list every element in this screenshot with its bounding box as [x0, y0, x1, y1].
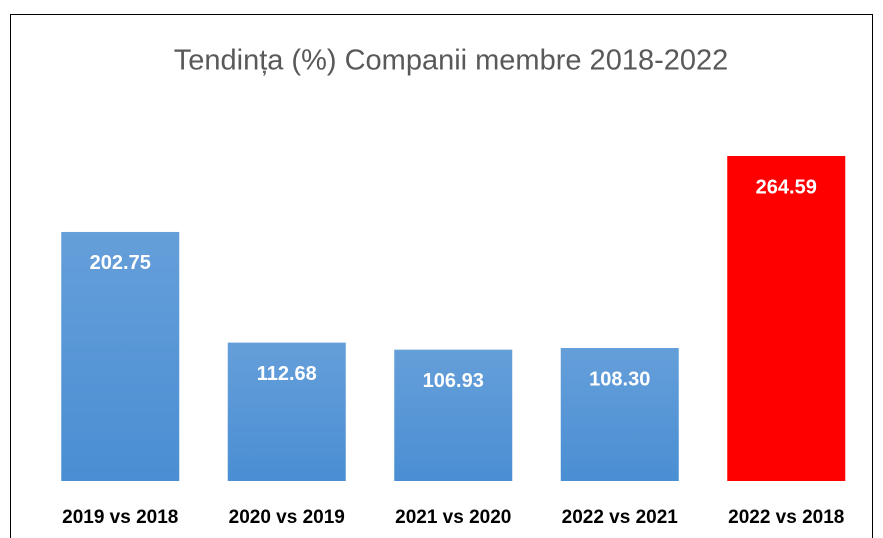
value-label: 112.68 [257, 363, 317, 385]
bar [394, 349, 513, 481]
x-tick-label: 2019 vs 2018 [62, 507, 178, 528]
value-label: 106.93 [423, 370, 484, 392]
x-tick-label: 2020 vs 2019 [229, 507, 345, 528]
bar [560, 347, 679, 481]
value-label: 264.59 [756, 176, 817, 198]
bar [727, 156, 846, 481]
chart-title: Tendința (%) Companii membre 2018-2022 [174, 45, 729, 77]
x-tick-label: 2022 vs 2018 [728, 507, 844, 528]
value-label: 108.30 [589, 368, 650, 390]
bar [61, 231, 180, 481]
x-tick-label: 2022 vs 2021 [562, 507, 679, 528]
value-label: 202.75 [90, 252, 151, 274]
x-tick-label: 2021 vs 2020 [395, 507, 511, 528]
bar [227, 342, 346, 481]
